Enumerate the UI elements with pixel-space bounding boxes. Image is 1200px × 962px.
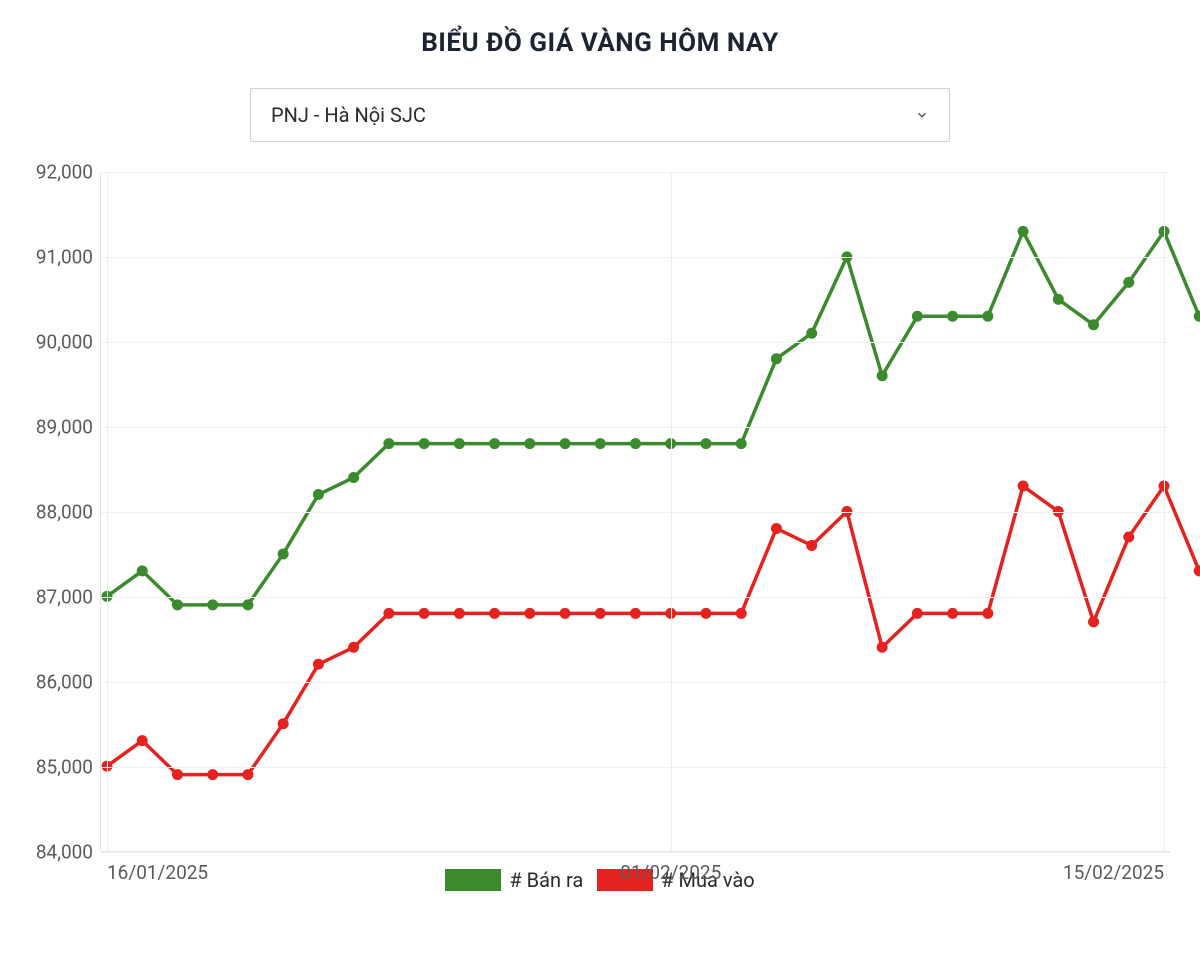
series-marker-ban_ra [771, 353, 782, 364]
gridline-h [101, 427, 1170, 428]
series-marker-ban_ra [172, 599, 183, 610]
selector-row: PNJ - Hà Nội SJC [20, 88, 1180, 142]
gridline-h [101, 257, 1170, 258]
series-marker-ban_ra [419, 438, 430, 449]
series-marker-mua_vao [630, 608, 641, 619]
series-marker-ban_ra [560, 438, 571, 449]
series-marker-ban_ra [489, 438, 500, 449]
series-marker-mua_vao [278, 718, 289, 729]
series-marker-mua_vao [912, 608, 923, 619]
gridline-h [101, 597, 1170, 598]
series-marker-ban_ra [313, 489, 324, 500]
gridline-h [101, 512, 1170, 513]
source-selector[interactable]: PNJ - Hà Nội SJC [250, 88, 950, 142]
series-marker-ban_ra [736, 438, 747, 449]
series-marker-ban_ra [1053, 294, 1064, 305]
series-line-ban_ra [107, 231, 1199, 604]
series-marker-mua_vao [348, 642, 359, 653]
gridline-h [101, 682, 1170, 683]
y-tick-label: 92,000 [36, 161, 101, 184]
y-tick-label: 87,000 [36, 586, 101, 609]
series-marker-ban_ra [947, 311, 958, 322]
gridline-h [101, 342, 1170, 343]
series-marker-ban_ra [348, 472, 359, 483]
source-selector-value: PNJ - Hà Nội SJC [271, 103, 426, 127]
legend-swatch-ban-ra [445, 869, 501, 891]
series-marker-ban_ra [524, 438, 535, 449]
y-tick-label: 91,000 [36, 246, 101, 269]
y-tick-label: 86,000 [36, 671, 101, 694]
series-marker-ban_ra [630, 438, 641, 449]
y-tick-label: 90,000 [36, 331, 101, 354]
series-marker-mua_vao [1194, 565, 1200, 576]
series-marker-mua_vao [1088, 616, 1099, 627]
series-marker-ban_ra [1088, 319, 1099, 330]
series-marker-mua_vao [419, 608, 430, 619]
series-marker-ban_ra [982, 311, 993, 322]
y-tick-label: 84,000 [36, 841, 101, 864]
series-marker-ban_ra [912, 311, 923, 322]
series-marker-ban_ra [137, 565, 148, 576]
series-marker-mua_vao [524, 608, 535, 619]
gridline-h [101, 172, 1170, 173]
series-marker-ban_ra [595, 438, 606, 449]
series-marker-ban_ra [877, 370, 888, 381]
series-marker-mua_vao [454, 608, 465, 619]
series-marker-mua_vao [242, 769, 253, 780]
series-marker-ban_ra [700, 438, 711, 449]
series-marker-mua_vao [172, 769, 183, 780]
plot-area: 84,00085,00086,00087,00088,00089,00090,0… [100, 172, 1170, 852]
x-tick-label: 01/02/2025 [620, 851, 721, 884]
legend-item-ban-ra[interactable]: # Bán ra [445, 868, 583, 892]
series-marker-ban_ra [383, 438, 394, 449]
series-marker-mua_vao [560, 608, 571, 619]
series-marker-mua_vao [700, 608, 711, 619]
series-marker-mua_vao [383, 608, 394, 619]
series-marker-mua_vao [982, 608, 993, 619]
series-marker-mua_vao [207, 769, 218, 780]
series-marker-mua_vao [736, 608, 747, 619]
chevron-down-icon [915, 108, 929, 122]
series-marker-ban_ra [242, 599, 253, 610]
series-marker-mua_vao [1123, 531, 1134, 542]
y-tick-label: 88,000 [36, 501, 101, 524]
series-marker-mua_vao [489, 608, 500, 619]
series-marker-mua_vao [595, 608, 606, 619]
series-marker-ban_ra [806, 328, 817, 339]
gridline-v [671, 172, 672, 851]
series-marker-mua_vao [877, 642, 888, 653]
y-tick-label: 89,000 [36, 416, 101, 439]
series-marker-mua_vao [771, 523, 782, 534]
series-marker-ban_ra [1123, 277, 1134, 288]
gridline-v [107, 172, 108, 851]
series-marker-ban_ra [1194, 311, 1200, 322]
series-marker-ban_ra [278, 548, 289, 559]
series-marker-ban_ra [454, 438, 465, 449]
series-line-mua_vao [107, 486, 1199, 775]
series-marker-ban_ra [1018, 226, 1029, 237]
series-marker-mua_vao [1018, 481, 1029, 492]
series-marker-mua_vao [947, 608, 958, 619]
x-tick-label: 16/01/2025 [107, 851, 208, 884]
y-tick-label: 85,000 [36, 756, 101, 779]
chart-title: BIỂU ĐỒ GIÁ VÀNG HÔM NAY [20, 28, 1180, 58]
legend-label-ban-ra: # Bán ra [509, 868, 583, 892]
chart-container: BIỂU ĐỒ GIÁ VÀNG HÔM NAY PNJ - Hà Nội SJ… [20, 28, 1180, 892]
x-tick-label: 15/02/2025 [1063, 851, 1164, 884]
gridline-h [101, 767, 1170, 768]
plot-wrap: 84,00085,00086,00087,00088,00089,00090,0… [20, 172, 1180, 852]
gridline-v [1164, 172, 1165, 851]
series-marker-ban_ra [207, 599, 218, 610]
series-marker-mua_vao [313, 659, 324, 670]
series-marker-mua_vao [137, 735, 148, 746]
series-marker-mua_vao [806, 540, 817, 551]
